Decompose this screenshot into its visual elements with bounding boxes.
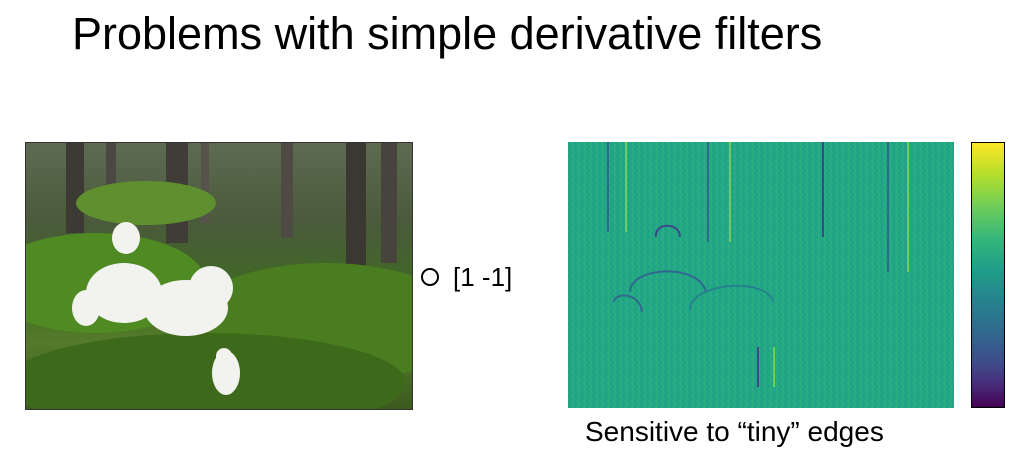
- edge-caption: Sensitive to “tiny” edges: [585, 416, 884, 447]
- slide-title: Problems with simple derivative filters: [72, 8, 823, 59]
- convolution-operator-icon: [421, 268, 439, 287]
- input-photo-dog-forest: [25, 142, 413, 410]
- edge-response-image: [568, 142, 954, 408]
- colormap-colorbar: [971, 142, 1005, 408]
- filter-kernel: [1 -1]: [453, 262, 513, 292]
- operator-label: [1 -1]: [421, 262, 512, 293]
